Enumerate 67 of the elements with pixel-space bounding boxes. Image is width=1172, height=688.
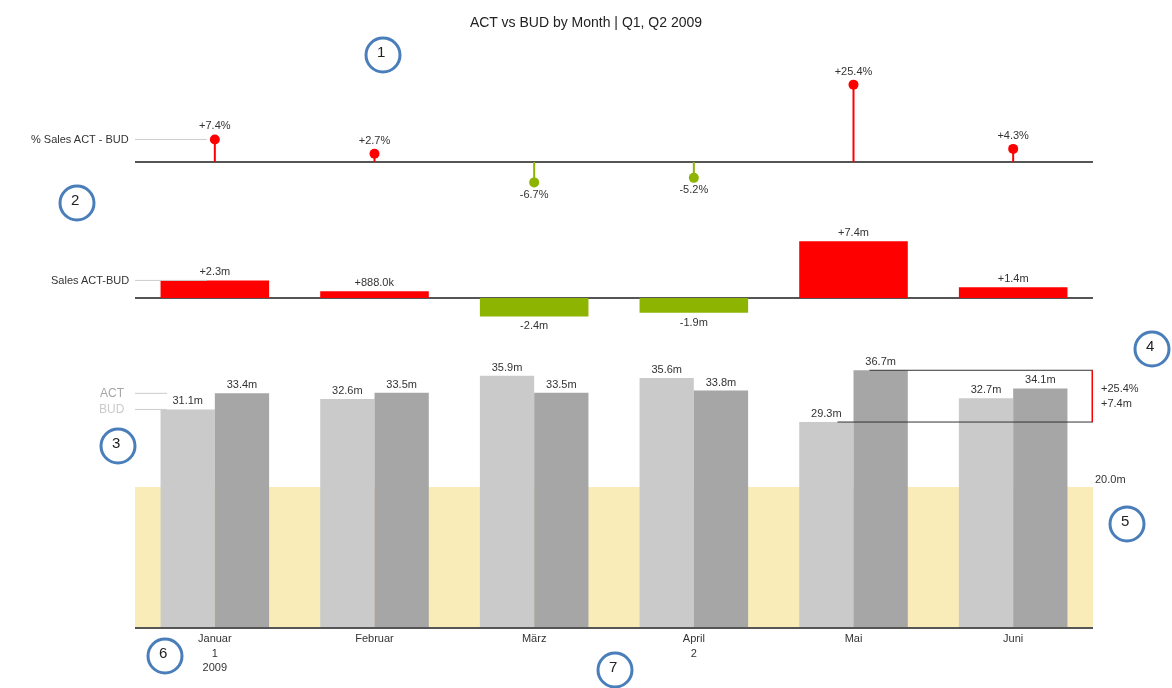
- data-label: +2.3m: [199, 265, 231, 278]
- text: ACT: [100, 386, 125, 400]
- data-label: 33.5m: [546, 377, 577, 390]
- bar: [479, 375, 535, 627]
- data-label: +1.4m: [997, 272, 1029, 285]
- data-label: 32.7m: [970, 383, 1002, 396]
- chart-title: ACT vs BUD by Month | Q1, Q2 2009: [469, 14, 703, 30]
- point: [529, 177, 540, 188]
- bar: [639, 377, 694, 627]
- text: 5: [1121, 512, 1130, 529]
- x-tick-label: Januar 1 2009: [198, 632, 232, 673]
- bar: [799, 422, 854, 627]
- data-label: 34.1m: [1025, 373, 1056, 386]
- bar: [799, 241, 908, 299]
- point: [688, 172, 699, 183]
- text: +7.4m: [1101, 397, 1132, 409]
- data-label: +4.3%: [997, 128, 1030, 141]
- point: [209, 134, 220, 145]
- text: 4: [1146, 337, 1155, 354]
- x-tick-label: Mai: [844, 632, 863, 645]
- text: 2: [71, 191, 80, 208]
- x-tick-label: April 2: [682, 632, 705, 659]
- text: 6: [159, 644, 168, 661]
- point: [369, 148, 380, 159]
- data-label: 35.9m: [491, 360, 523, 373]
- data-label: 33.8m: [705, 375, 737, 388]
- data-label: 33.5m: [386, 377, 417, 390]
- text: 7: [609, 658, 618, 675]
- data-label: 33.4m: [226, 378, 258, 391]
- bar: [958, 287, 1068, 299]
- bar: [693, 390, 749, 627]
- band-label: 20.0m: [1095, 473, 1126, 485]
- bar: [534, 392, 589, 627]
- data-label: -5.2%: [679, 183, 709, 196]
- data-label: 36.7m: [865, 355, 896, 368]
- data-label: 35.6m: [651, 362, 682, 375]
- bar: [639, 298, 749, 313]
- data-label: -2.4m: [520, 319, 549, 332]
- text: 1: [377, 43, 386, 60]
- text: 3: [112, 434, 121, 451]
- bar: [320, 291, 429, 299]
- y-axis-title: Sales ACT-BUD: [51, 274, 130, 286]
- data-label: -6.7%: [519, 187, 549, 200]
- bar: [320, 398, 375, 627]
- bar: [214, 393, 270, 627]
- data-label: +7.4m: [838, 226, 869, 239]
- data-label: 29.3m: [811, 407, 842, 420]
- x-tick-label: Februar: [355, 632, 395, 645]
- bar: [479, 298, 589, 317]
- data-label: +888.0k: [354, 276, 395, 289]
- point: [848, 79, 859, 90]
- point: [1008, 143, 1019, 154]
- y-axis-title: % Sales ACT - BUD: [31, 133, 129, 145]
- x-tick-label: März: [521, 632, 547, 645]
- bar: [374, 392, 429, 627]
- bar: [1013, 388, 1068, 627]
- data-label: -1.9m: [679, 315, 708, 328]
- data-label: 31.1m: [172, 394, 203, 407]
- data-label: +2.7%: [358, 133, 391, 146]
- text: +25.4%: [1101, 382, 1139, 394]
- data-label: +7.4%: [199, 119, 231, 132]
- x-tick-label: Juni: [1003, 632, 1024, 645]
- data-label: 32.6m: [332, 383, 363, 396]
- bar: [853, 370, 908, 627]
- data-label: +25.4%: [834, 64, 873, 77]
- bar: [958, 398, 1014, 627]
- bar: [160, 280, 270, 299]
